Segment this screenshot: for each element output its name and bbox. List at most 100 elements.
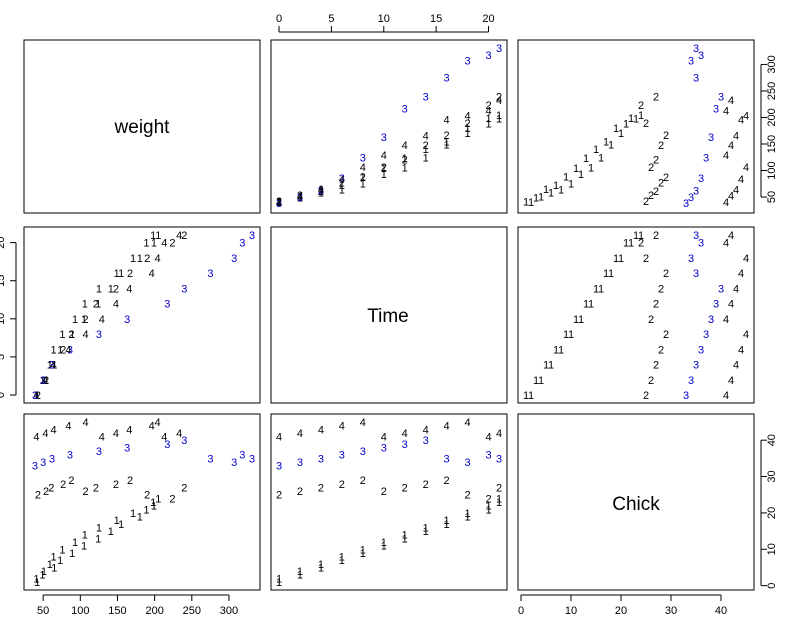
axis-time-left-tick-label: 5 xyxy=(0,354,7,360)
scatter-point: 3 xyxy=(276,461,282,473)
scatter-point: 3 xyxy=(693,186,699,198)
scatter-point: 1 xyxy=(618,128,624,140)
scatter-point: 1 xyxy=(69,329,75,341)
axis-time-top-tick-label: 15 xyxy=(430,13,442,25)
scatter-point: 2 xyxy=(381,486,387,498)
scatter-point: 1 xyxy=(381,541,387,553)
scatter-point: 3 xyxy=(698,173,704,185)
scatter-point: 2 xyxy=(169,238,175,250)
axis-time-top: 0 5 10 15 20 xyxy=(276,13,495,33)
scatter-point: 2 xyxy=(113,479,119,491)
scatter-point: 2 xyxy=(48,360,54,372)
scatter-point: 4 xyxy=(723,106,729,118)
axis-weight-right-tick-label: 250 xyxy=(766,82,778,100)
axis-chick-bottom: 0 10 20 30 40 xyxy=(518,594,727,617)
scatter-point: 3 xyxy=(693,43,699,55)
scatter-point: 1 xyxy=(276,577,282,589)
scatter-point: 2 xyxy=(465,490,471,502)
scatter-point: 1 xyxy=(108,283,114,295)
axis-time-top-tick-label: 20 xyxy=(482,13,494,25)
scatter-point: 2 xyxy=(360,475,366,487)
scatter-point: 1 xyxy=(118,519,124,531)
scatter-point: 1 xyxy=(381,537,387,549)
panel-weight-label xyxy=(23,39,261,214)
scatter-point: 1 xyxy=(150,230,156,242)
scatter-point: 1 xyxy=(533,193,539,205)
scatter-point: 1 xyxy=(276,196,282,208)
scatter-point: 1 xyxy=(548,187,554,199)
scatter-point: 1 xyxy=(297,193,303,205)
scatter-point: 1 xyxy=(108,526,114,538)
scatter-point: 1 xyxy=(523,390,529,402)
scatter-point: 2 xyxy=(444,130,450,142)
scatter-point: 2 xyxy=(43,375,49,387)
scatter-point: 3 xyxy=(683,198,689,210)
scatter-point: 3 xyxy=(381,132,387,144)
axis-time-top-tick-label: 10 xyxy=(378,13,390,25)
scatter-point: 4 xyxy=(176,428,182,440)
scatter-point: 1 xyxy=(598,283,604,295)
scatter-point: 1 xyxy=(628,238,634,250)
scatter-point: 2 xyxy=(648,375,654,387)
scatter-point: 2 xyxy=(402,154,408,166)
scatter-point: 4 xyxy=(339,421,345,433)
scatter-point: 3 xyxy=(124,314,130,326)
scatter-point: 1 xyxy=(360,178,366,190)
scatter-point: 4 xyxy=(723,390,729,402)
scatter-point: 3 xyxy=(207,453,213,465)
scatter-point: 4 xyxy=(99,432,105,444)
scatter-point: 1 xyxy=(339,555,345,567)
scatter-point: 4 xyxy=(360,417,366,429)
scatter-point: 2 xyxy=(82,486,88,498)
scatter-point: 1 xyxy=(568,178,574,190)
scatter-point: 4 xyxy=(161,238,167,250)
scatter-point: 1 xyxy=(423,144,429,156)
scatter-point: 4 xyxy=(155,417,161,429)
scatter-point: 4 xyxy=(738,174,744,186)
scatter-point: 3 xyxy=(708,314,714,326)
axis-chick-bottom-tick-label: 10 xyxy=(565,605,577,617)
scatter-point: 1 xyxy=(276,573,282,585)
scatter-point: 1 xyxy=(402,530,408,542)
scatter-point: 3 xyxy=(465,56,471,68)
scatter-point: 1 xyxy=(568,329,574,341)
scatter-point: 3 xyxy=(32,390,38,402)
scatter-point: 4 xyxy=(728,230,734,242)
axis-weight-right-tick-label: 100 xyxy=(766,161,778,179)
scatter-point: 1 xyxy=(444,140,450,152)
scatter-point: 4 xyxy=(42,375,48,387)
scatter-point: 1 xyxy=(543,184,549,196)
scatter-point: 3 xyxy=(49,453,55,465)
scatter-point: 4 xyxy=(33,432,39,444)
scatter-point: 3 xyxy=(703,329,709,341)
scatter-point: 1 xyxy=(538,375,544,387)
scatter-point: 4 xyxy=(402,140,408,152)
scatter-point: 1 xyxy=(563,329,569,341)
scatter-point: 4 xyxy=(738,268,744,280)
scatter-point: 2 xyxy=(93,482,99,494)
scatter-point: 1 xyxy=(360,548,366,560)
axis-weight-right-tick-label: 300 xyxy=(766,55,778,73)
scatter-point: 1 xyxy=(628,113,634,125)
scatter-point: 1 xyxy=(57,344,63,356)
scatter-point: 4 xyxy=(381,432,387,444)
scatter-point: 3 xyxy=(276,198,282,210)
scatter-point: 1 xyxy=(143,504,149,516)
scatter-point: 1 xyxy=(496,110,502,122)
scatter-point: 3 xyxy=(688,192,694,204)
scatter-point: 4 xyxy=(723,238,729,250)
scatter-point: 1 xyxy=(613,123,619,135)
axis-chick-right: 0 10 20 30 40 xyxy=(760,434,778,589)
axis-weight-right-tick-label: 150 xyxy=(766,135,778,153)
scatter-point: 1 xyxy=(465,123,471,135)
scatter-point: 2 xyxy=(144,253,150,265)
scatter-point: 1 xyxy=(496,493,502,505)
scatter-point: 3 xyxy=(318,453,324,465)
scatter-point: 1 xyxy=(151,238,157,250)
scatter-point: 3 xyxy=(49,360,55,372)
scatter-point: 4 xyxy=(155,253,161,265)
scatter-point: 4 xyxy=(297,190,303,202)
scatter-point: 2 xyxy=(169,493,175,505)
scatter-point: 2 xyxy=(638,238,644,250)
